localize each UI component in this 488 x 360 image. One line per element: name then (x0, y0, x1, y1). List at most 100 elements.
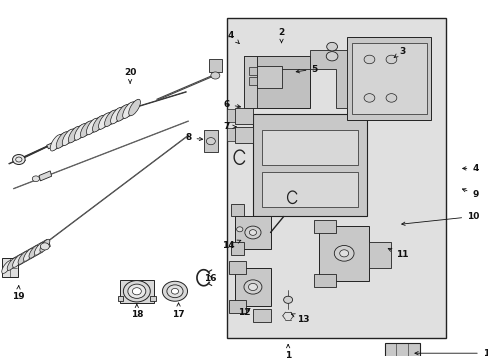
FancyBboxPatch shape (351, 44, 426, 114)
Circle shape (334, 246, 353, 261)
Polygon shape (252, 309, 270, 322)
Ellipse shape (128, 99, 140, 116)
Polygon shape (230, 204, 244, 216)
Ellipse shape (80, 121, 92, 138)
Polygon shape (235, 108, 252, 123)
Circle shape (236, 227, 243, 232)
Text: 19: 19 (12, 286, 24, 301)
Ellipse shape (117, 105, 128, 121)
Polygon shape (203, 130, 217, 152)
Polygon shape (230, 242, 244, 255)
Ellipse shape (7, 257, 17, 270)
FancyBboxPatch shape (384, 343, 419, 360)
Ellipse shape (29, 246, 39, 258)
Text: 3: 3 (393, 47, 405, 58)
Circle shape (132, 288, 141, 295)
Circle shape (13, 154, 25, 165)
Circle shape (166, 285, 183, 298)
Polygon shape (309, 50, 347, 108)
Text: 20: 20 (123, 68, 136, 83)
Text: 18: 18 (130, 304, 143, 319)
Polygon shape (235, 127, 252, 143)
Circle shape (452, 181, 461, 188)
Ellipse shape (23, 248, 34, 261)
Ellipse shape (40, 239, 50, 252)
Polygon shape (450, 172, 464, 197)
Polygon shape (2, 258, 18, 277)
FancyBboxPatch shape (226, 18, 446, 338)
Polygon shape (257, 66, 281, 88)
Text: 6: 6 (223, 100, 240, 109)
Ellipse shape (34, 242, 44, 255)
Polygon shape (120, 280, 154, 303)
Ellipse shape (110, 107, 122, 124)
FancyBboxPatch shape (261, 130, 358, 165)
Circle shape (210, 72, 220, 79)
Ellipse shape (13, 255, 22, 267)
Ellipse shape (50, 135, 62, 151)
Text: 10: 10 (401, 212, 479, 225)
Text: 7: 7 (223, 122, 236, 131)
Ellipse shape (92, 116, 104, 132)
Circle shape (325, 51, 337, 61)
Text: 13: 13 (291, 314, 309, 324)
Text: 1: 1 (285, 345, 291, 360)
Ellipse shape (62, 129, 74, 145)
Circle shape (326, 42, 337, 51)
Ellipse shape (74, 124, 86, 140)
Circle shape (171, 288, 178, 294)
Circle shape (244, 280, 262, 294)
Ellipse shape (104, 110, 116, 127)
Circle shape (32, 176, 40, 181)
Text: 16: 16 (203, 274, 216, 283)
Ellipse shape (98, 113, 110, 129)
Text: 17: 17 (172, 303, 184, 319)
FancyBboxPatch shape (347, 37, 430, 120)
Circle shape (248, 283, 257, 291)
Circle shape (283, 296, 292, 303)
Circle shape (385, 55, 396, 64)
Circle shape (385, 94, 396, 102)
Polygon shape (4, 261, 16, 275)
Polygon shape (314, 274, 336, 287)
Circle shape (339, 250, 348, 257)
Circle shape (16, 157, 22, 162)
Polygon shape (248, 67, 257, 76)
Ellipse shape (2, 261, 12, 274)
Ellipse shape (68, 126, 80, 143)
Text: 4: 4 (462, 164, 478, 173)
Text: 12: 12 (238, 308, 250, 317)
Ellipse shape (56, 132, 68, 148)
Circle shape (249, 230, 256, 235)
Polygon shape (228, 300, 246, 312)
FancyBboxPatch shape (261, 172, 358, 207)
Polygon shape (257, 56, 309, 69)
Text: 14: 14 (222, 240, 240, 250)
Circle shape (123, 280, 150, 302)
Text: 5: 5 (296, 64, 317, 73)
Polygon shape (39, 171, 52, 181)
Polygon shape (248, 77, 257, 85)
Polygon shape (369, 242, 390, 268)
Ellipse shape (18, 252, 28, 264)
Polygon shape (228, 261, 246, 274)
Polygon shape (235, 216, 270, 248)
Polygon shape (318, 226, 369, 280)
Polygon shape (450, 159, 468, 178)
Text: 9: 9 (462, 189, 478, 199)
Circle shape (364, 55, 374, 64)
Polygon shape (235, 268, 270, 306)
FancyBboxPatch shape (244, 56, 309, 108)
FancyBboxPatch shape (252, 114, 366, 216)
Polygon shape (118, 296, 123, 301)
Text: 4: 4 (227, 31, 239, 44)
Ellipse shape (86, 118, 98, 135)
Polygon shape (208, 59, 222, 72)
Polygon shape (46, 143, 55, 149)
Circle shape (41, 243, 49, 250)
Circle shape (364, 94, 374, 102)
Circle shape (244, 226, 261, 239)
Text: 8: 8 (185, 134, 202, 143)
Polygon shape (226, 129, 235, 141)
Text: 11: 11 (387, 248, 408, 260)
